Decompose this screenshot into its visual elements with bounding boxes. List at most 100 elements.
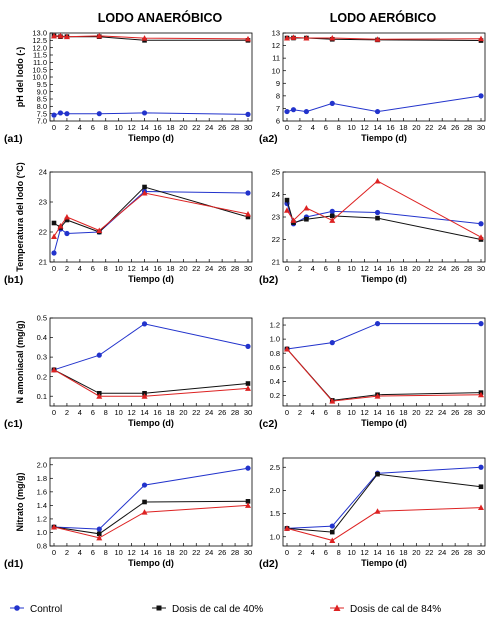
x-tick-label: 8 bbox=[104, 548, 108, 557]
x-tick-label: 16 bbox=[153, 123, 161, 132]
x-tick-label: 26 bbox=[218, 264, 226, 273]
y-tick-label: 0.8 bbox=[37, 542, 47, 551]
y-axis-label: N amoniacal (mg/g) bbox=[15, 320, 25, 403]
x-tick-label: 26 bbox=[218, 123, 226, 132]
y-tick-label: 0.3 bbox=[37, 353, 47, 362]
x-tick-label: 14 bbox=[140, 548, 148, 557]
x-tick-label: 10 bbox=[114, 408, 122, 417]
x-tick-label: 10 bbox=[347, 264, 355, 273]
y-tick-label: 11 bbox=[272, 54, 280, 63]
x-tick-label: 0 bbox=[52, 548, 56, 557]
x-tick-label: 20 bbox=[412, 123, 420, 132]
x-tick-label: 28 bbox=[464, 548, 472, 557]
y-tick-label: 21 bbox=[39, 258, 47, 267]
data-point-square bbox=[96, 531, 102, 537]
x-tick-label: 14 bbox=[140, 264, 148, 273]
data-point-triangle bbox=[245, 211, 251, 217]
x-tick-label: 22 bbox=[425, 408, 433, 417]
data-point-triangle bbox=[245, 35, 251, 42]
x-tick-label: 28 bbox=[231, 123, 239, 132]
series-line-triangle bbox=[53, 369, 249, 397]
x-tick-label: 10 bbox=[347, 548, 355, 557]
data-point-triangle bbox=[290, 34, 297, 40]
x-tick-label: 26 bbox=[451, 548, 459, 557]
y-tick-label: 7 bbox=[276, 104, 280, 113]
y-tick-label: 6 bbox=[276, 117, 280, 126]
data-point-circle bbox=[245, 190, 251, 196]
x-tick-label: 24 bbox=[438, 123, 446, 132]
x-tick-label: 14 bbox=[373, 548, 381, 557]
y-tick-label: 1.0 bbox=[270, 532, 280, 541]
panel-d2: 0 2 4 6 8 10 12 14 16 18 20 22 24 26 28 301.01.52.02.5T… bbox=[259, 457, 486, 570]
y-tick-label: 2.0 bbox=[270, 486, 280, 495]
x-tick-label: 4 bbox=[311, 548, 315, 557]
x-tick-label: 12 bbox=[360, 548, 368, 557]
y-tick-label: 22 bbox=[272, 235, 280, 244]
x-tick-label: 10 bbox=[114, 123, 122, 132]
plot-frame-a1 bbox=[49, 32, 253, 122]
y-tick-label: 1.5 bbox=[270, 509, 280, 518]
x-tick-label: 2 bbox=[298, 408, 302, 417]
y-tick-label: 8 bbox=[276, 91, 280, 100]
y-tick-label: 23 bbox=[39, 198, 47, 207]
series-line-triangle bbox=[286, 348, 482, 402]
data-point-circle bbox=[329, 523, 335, 529]
x-tick-label: 8 bbox=[337, 264, 341, 273]
legend-item-dose-40: Dosis de cal de 40% bbox=[152, 604, 263, 615]
data-point-square bbox=[142, 499, 147, 505]
x-tick-label: 18 bbox=[399, 264, 407, 273]
y-tick-label: 1.2 bbox=[37, 515, 47, 524]
series-line-square bbox=[53, 369, 249, 394]
data-point-triangle bbox=[141, 393, 148, 399]
x-tick-label: 24 bbox=[438, 548, 446, 557]
panel-b1: 0 2 4 6 8 10 12 14 16 18 20 22 24 26 28 3021222324Tiemp… bbox=[4, 162, 253, 286]
panel-label: (b2) bbox=[259, 274, 278, 286]
series-line-triangle bbox=[286, 507, 482, 541]
panels: 0 2 4 6 8 10 12 14 16 18 20 22 24 26 28 307.07.58.08.59… bbox=[4, 29, 486, 570]
y-tick-label: 8.5 bbox=[37, 95, 47, 104]
y-tick-label: 1.2 bbox=[270, 321, 280, 330]
y-axis-label: Nitrato (mg/g) bbox=[15, 473, 25, 532]
data-point-square bbox=[245, 381, 251, 386]
x-tick-label: 6 bbox=[324, 264, 328, 273]
series-line-circle bbox=[53, 112, 249, 116]
x-tick-label: 2 bbox=[65, 123, 69, 132]
y-tick-label: 10.5 bbox=[32, 65, 47, 74]
y-tick-label: 24 bbox=[272, 190, 280, 199]
y-tick-label: 1.0 bbox=[37, 528, 47, 537]
data-point-triangle bbox=[51, 366, 57, 373]
series-line-circle bbox=[286, 323, 481, 350]
x-tick-label: 30 bbox=[244, 123, 252, 132]
x-tick-label: 18 bbox=[166, 408, 174, 417]
panel-label: (d1) bbox=[4, 558, 23, 570]
y-tick-label: 12 bbox=[272, 41, 280, 50]
data-point-square bbox=[245, 499, 251, 504]
data-point-circle bbox=[374, 108, 381, 115]
y-tick-label: 2.0 bbox=[37, 460, 47, 469]
x-tick-label: 6 bbox=[91, 408, 95, 417]
data-point-circle bbox=[284, 108, 290, 115]
y-tick-label: 1.8 bbox=[37, 474, 47, 483]
data-point-triangle bbox=[96, 393, 103, 399]
data-point-circle bbox=[245, 343, 251, 349]
x-tick-label: 2 bbox=[65, 264, 69, 273]
data-point-triangle bbox=[284, 207, 290, 213]
y-tick-label: 10.0 bbox=[32, 73, 47, 82]
x-tick-label: 30 bbox=[477, 123, 485, 132]
series-line-circle bbox=[286, 466, 482, 529]
y-tick-label: 13.0 bbox=[32, 29, 47, 38]
x-axis-label: Tiempo (d) bbox=[361, 418, 407, 428]
x-tick-label: 4 bbox=[78, 264, 82, 273]
x-tick-label: 8 bbox=[337, 408, 341, 417]
x-axis-label: Tiempo (d) bbox=[361, 133, 407, 143]
x-tick-label: 26 bbox=[451, 264, 459, 273]
data-point-square bbox=[51, 220, 57, 226]
data-point-circle bbox=[374, 321, 381, 327]
x-tick-label: 20 bbox=[412, 548, 420, 557]
series-line-triangle bbox=[53, 192, 249, 237]
x-tick-label: 0 bbox=[285, 408, 289, 417]
y-tick-label: 0.2 bbox=[270, 391, 280, 400]
y-tick-label: 8.0 bbox=[37, 102, 47, 111]
x-tick-label: 20 bbox=[412, 264, 420, 273]
y-tick-label: 7.5 bbox=[37, 109, 47, 118]
